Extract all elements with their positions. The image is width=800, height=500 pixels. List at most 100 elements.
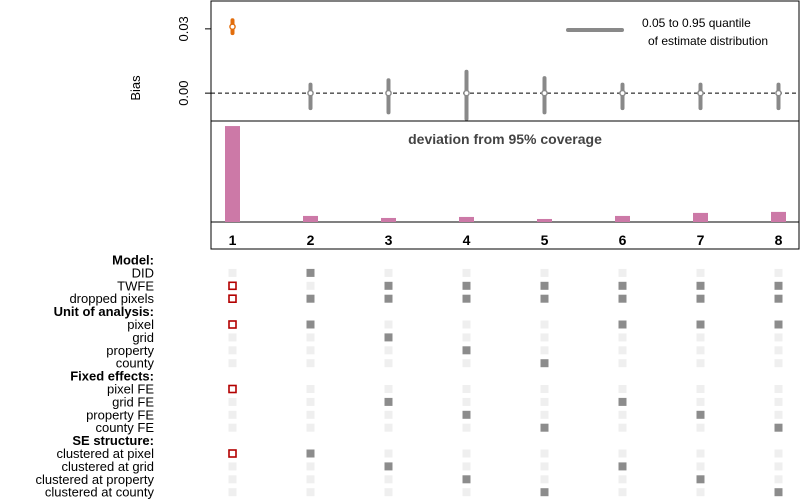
matrix-cell-off [384,385,393,393]
matrix-row-label: property [106,343,154,358]
x-tick-label: 7 [697,232,705,248]
matrix-cell-off [228,410,237,419]
matrix-cell-off [228,475,237,484]
legend-text-line1: 0.05 to 0.95 quantile [642,16,751,30]
matrix-row-label: dropped pixels [69,291,154,306]
matrix-cell-on [462,281,471,290]
coverage-bar-5 [537,218,552,222]
matrix-cell-on [774,423,783,432]
matrix-cell-off [540,385,549,393]
point-estimate-5 [541,89,548,97]
matrix-cell-off [774,268,783,277]
matrix-cell-off [384,410,393,419]
matrix-cell-off [618,385,627,393]
matrix-cell-on [696,294,705,303]
matrix-cell-on [696,281,705,290]
matrix-cell-off [540,397,549,406]
matrix-cell-on [696,410,705,419]
matrix-cell-off [540,410,549,419]
matrix-cell-on [384,333,393,342]
matrix-cell-off [540,462,549,471]
matrix-row-label: clustered at county [45,485,155,500]
matrix-cell-off [306,333,315,342]
legend: 0.05 to 0.95 quantile of estimate distri… [566,16,768,48]
bias-y-tick-label: 0.00 [176,80,191,105]
point-estimate-2 [307,89,314,97]
matrix-row-label: clustered at pixel [56,446,154,461]
matrix-cell-on [618,294,627,303]
matrix-cell-on [540,294,549,303]
matrix-cell-off [696,488,705,497]
matrix-cell-highlight [228,294,237,304]
matrix-row-label: county FE [95,420,154,435]
matrix-cell-off [462,397,471,406]
matrix-cell-highlight [228,384,237,394]
coverage-panel-frame [210,120,800,250]
matrix-cell-off [618,475,627,484]
bias-y-axis: 0.00 0.03 [176,16,211,106]
point-estimate-4 [463,89,470,97]
coverage-bar-6 [615,215,630,222]
matrix-cell-on [696,320,705,329]
matrix-cell-off [540,268,549,277]
matrix-cell-off [384,359,393,368]
matrix-cell-on [462,346,471,355]
matrix-cell-off [306,397,315,406]
matrix-cell-on [462,410,471,419]
matrix-cell-on [774,488,783,497]
matrix-cell-off [306,359,315,368]
matrix-cell-off [696,333,705,342]
coverage-bar-2 [303,215,318,222]
matrix-group-label: Model: [112,253,154,268]
coverage-bar-7 [693,212,708,222]
matrix-cell-off [306,423,315,432]
matrix-row-label: TWFE [117,278,154,293]
matrix-cell-off [384,346,393,355]
matrix-cell-off [540,449,549,458]
matrix-cell-off [462,462,471,471]
matrix-cell-off [696,423,705,432]
matrix-cell-off [228,359,237,368]
matrix-cell-off [228,488,237,497]
point-estimate-3 [385,89,392,97]
matrix-cell-off [774,410,783,419]
bias-axis-label: Bias [128,75,143,101]
matrix-row-label: pixel [127,317,154,332]
bias-panel: Bias 0.00 0.03 0.05 to 0.95 quantile of e… [128,0,800,122]
matrix-cell-off [306,462,315,471]
matrix-cell-off [228,397,237,406]
matrix-cell-off [696,346,705,355]
matrix-cell-on [462,294,471,303]
matrix-cell-off [462,449,471,458]
matrix-cell-highlight [228,281,237,291]
matrix-cell-off [462,385,471,393]
point-estimate-1 [229,23,236,31]
matrix-cell-on [696,475,705,484]
matrix-cell-off [306,281,315,290]
matrix-cell-off [384,449,393,458]
coverage-bar-3 [381,217,396,222]
matrix-cell-off [462,488,471,497]
matrix-group-label: SE structure: [72,433,154,448]
matrix-cell-off [696,449,705,458]
x-tick-label: 6 [619,232,627,248]
matrix-cell-on [384,462,393,471]
matrix-cell-off [228,333,237,342]
matrix-cell-off [774,333,783,342]
matrix-cell-off [618,268,627,277]
matrix-cell-off [774,475,783,484]
matrix-cell-off [462,359,471,368]
matrix-group-label: Unit of analysis: [54,304,154,319]
matrix-cell-off [774,359,783,368]
x-tick-label: 1 [229,232,237,248]
matrix-cell-off [618,346,627,355]
matrix-cell-on [306,320,315,329]
matrix-cell-highlight [228,320,237,329]
matrix-cell-on [384,397,393,406]
matrix-cell-on [774,320,783,329]
matrix-row-label: DID [132,265,154,280]
bias-marks [229,18,782,121]
matrix-cell-off [462,333,471,342]
matrix-cell-on [618,397,627,406]
